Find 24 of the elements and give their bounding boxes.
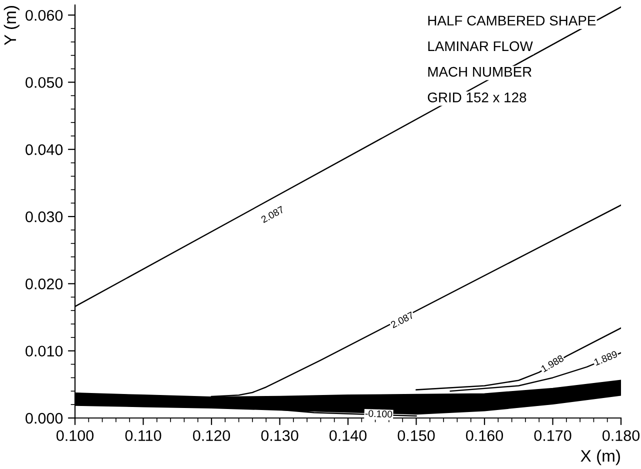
x-tick-label: 0.100 xyxy=(56,430,94,442)
annotation: 1.889 xyxy=(594,350,618,366)
x-tick-label: 0.150 xyxy=(398,430,435,442)
x-axis-title: X (m) xyxy=(580,450,620,466)
x-tick-label: 0.110 xyxy=(125,430,162,442)
annotation: GRID 152 x 128 xyxy=(428,92,526,102)
x-tick-label: 0.180 xyxy=(602,430,640,442)
x-tick-label: 0.120 xyxy=(192,430,230,442)
y-tick-label: 0.060 xyxy=(26,10,63,21)
y-tick-label: 0.020 xyxy=(26,278,63,290)
annotation: HALF CAMBERED SHAPE xyxy=(428,16,596,26)
y-tick-label: 0.030 xyxy=(26,211,63,222)
y-tick-label: 0.050 xyxy=(26,77,63,88)
y-tick-label: 0.000 xyxy=(26,412,63,424)
annotation: LAMINAR FLOW xyxy=(428,41,533,52)
y-tick-label: 0.010 xyxy=(26,346,63,357)
x-tick-label: 0.130 xyxy=(261,430,298,442)
x-tick-label: 0.160 xyxy=(466,430,504,442)
x-tick-label: 0.170 xyxy=(534,430,572,442)
annotation: MACH NUMBER xyxy=(428,66,532,77)
annotation: -0.100 xyxy=(365,410,392,418)
x-tick-label: 0.140 xyxy=(329,430,367,442)
y-axis-title: Y (m) xyxy=(4,6,20,46)
y-tick-label: 0.040 xyxy=(26,144,63,156)
